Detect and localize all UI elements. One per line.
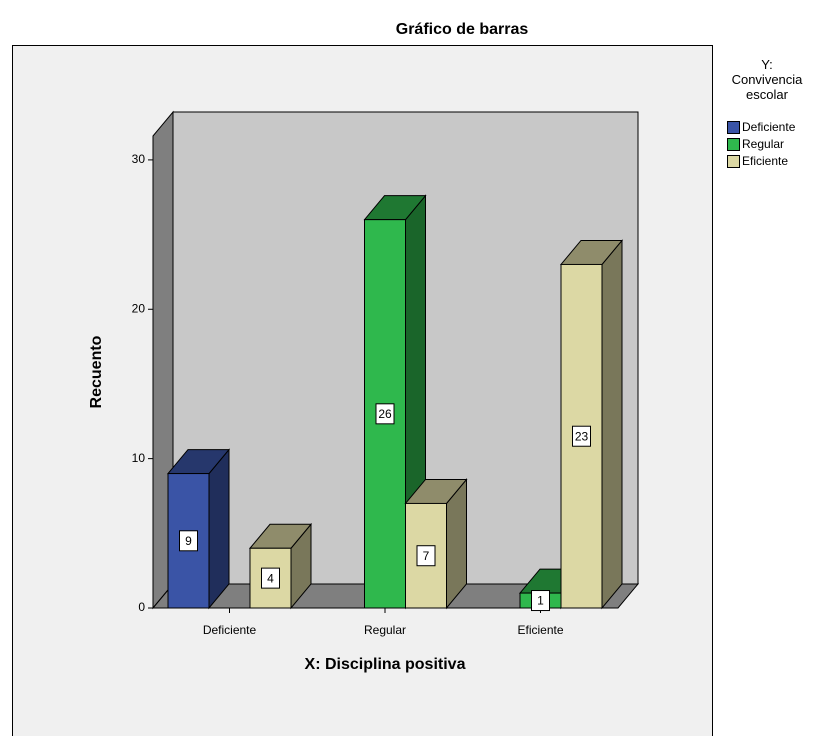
legend-swatch bbox=[727, 138, 740, 151]
value-label-box bbox=[261, 567, 280, 589]
legend-swatch bbox=[727, 121, 740, 134]
y-tick-label: 10 bbox=[132, 451, 146, 465]
y-axis-label: Recuento bbox=[88, 335, 105, 408]
y-tick-label: 20 bbox=[132, 301, 146, 315]
value-label: 23 bbox=[575, 429, 589, 443]
legend-swatch bbox=[727, 155, 740, 168]
value-label: 26 bbox=[378, 407, 392, 421]
x-tick-label: Regular bbox=[364, 623, 406, 637]
legend-label: Eficiente bbox=[742, 154, 788, 168]
value-label: 9 bbox=[185, 534, 192, 548]
value-label-box bbox=[375, 403, 395, 425]
value-label-box bbox=[416, 545, 436, 567]
x-tick-label: Eficiente bbox=[517, 623, 563, 637]
legend-label: Deficiente bbox=[742, 120, 796, 134]
legend-label: Regular bbox=[742, 137, 784, 151]
bar-side bbox=[601, 239, 623, 610]
bar bbox=[405, 502, 447, 609]
value-label: 7 bbox=[423, 549, 430, 563]
y-tick-label: 0 bbox=[138, 600, 145, 614]
chart-title: Gráfico de barras bbox=[396, 21, 529, 38]
value-label: 1 bbox=[537, 594, 544, 608]
legend-title: Y: Convivencia escolar bbox=[731, 57, 803, 102]
y-tick-label: 30 bbox=[132, 152, 146, 166]
bar-side bbox=[208, 448, 230, 610]
value-label: 4 bbox=[267, 571, 274, 585]
x-axis-label: X: Disciplina positiva bbox=[305, 656, 466, 673]
value-label-box bbox=[572, 425, 591, 447]
value-label-box bbox=[179, 530, 198, 552]
x-tick-label: Deficiente bbox=[203, 623, 257, 637]
value-label-box bbox=[531, 590, 550, 612]
